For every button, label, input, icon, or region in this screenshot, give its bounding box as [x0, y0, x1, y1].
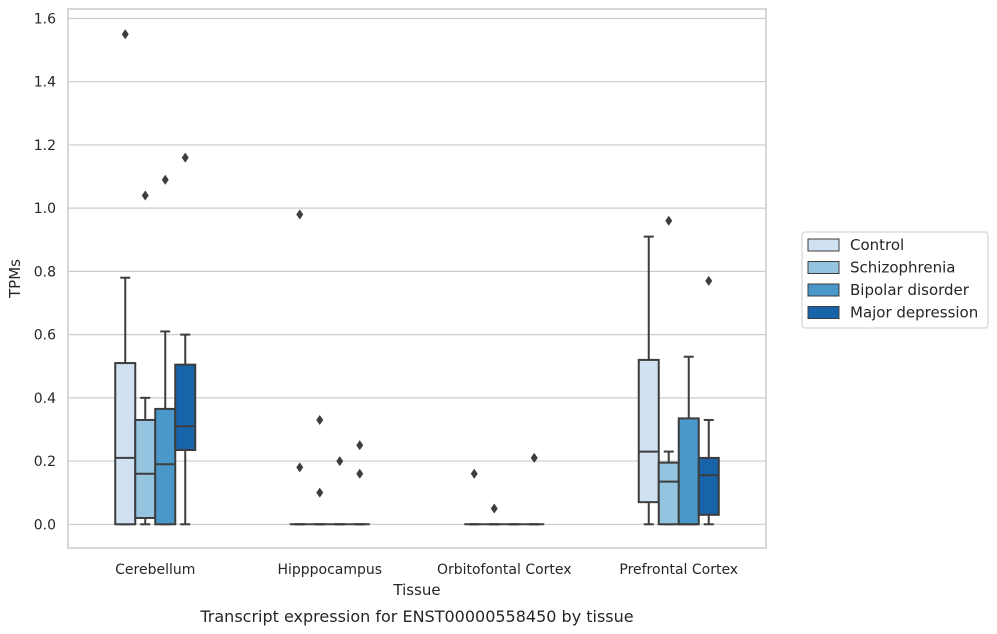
legend: Control Schizophrenia Bipolar disorder Majo…: [801, 231, 989, 329]
box-major-depression: [524, 452, 545, 526]
legend-swatch: [807, 283, 840, 297]
y-axis-ticks: 0.0 0.2 0.4 0.6 0.8 1.0 1.2 1.4 1.6: [34, 11, 56, 533]
y-tick-label: 1.2: [34, 138, 56, 154]
legend-label: Schizophrenia: [850, 259, 955, 277]
outlier-point: [470, 468, 478, 479]
outlier-point: [316, 414, 324, 425]
outlier-point: [316, 487, 324, 498]
outlier-point: [356, 440, 364, 451]
outlier-point: [141, 190, 149, 201]
legend-label: Major depression: [850, 304, 978, 322]
legend-swatch: [807, 261, 840, 274]
box-plots: [114, 29, 720, 526]
y-tick-label: 0.4: [34, 391, 56, 407]
outlier-point: [296, 209, 304, 220]
box-control: [114, 29, 137, 526]
outlier-point: [705, 275, 713, 286]
box-schizophrenia: [657, 215, 680, 526]
x-tick-label: Prefrontal Cortex: [619, 562, 738, 578]
box-control: [637, 235, 660, 526]
box-control: [289, 209, 310, 526]
box-body: [154, 407, 177, 526]
box-control: [464, 468, 485, 526]
x-tick-label: Cerebellum: [115, 562, 195, 578]
y-tick-label: 0.8: [34, 264, 56, 280]
legend-label: Bipolar disorder: [850, 281, 970, 299]
legend-frame: [801, 231, 989, 329]
x-tick-label: Orbitofontal Cortex: [437, 562, 572, 578]
y-tick-label: 0.2: [34, 454, 56, 470]
y-axis-title: TPMs: [6, 259, 24, 299]
box-schizophrenia: [309, 414, 330, 526]
box-body: [174, 363, 197, 452]
outlier-point: [665, 215, 673, 226]
outlier-point: [121, 29, 129, 40]
y-tick-label: 0.6: [34, 328, 56, 344]
outlier-point: [181, 152, 189, 163]
box-major-depression: [174, 152, 197, 526]
box-body: [657, 461, 680, 526]
outlier-point: [161, 174, 169, 185]
box-major-depression: [697, 275, 720, 526]
legend-swatch: [807, 306, 840, 319]
legend-label: Control: [850, 236, 904, 254]
x-tick-label: Hipppocampus: [277, 562, 382, 578]
outlier-point: [336, 456, 344, 467]
plot-area: [67, 8, 767, 549]
box-bipolar-disorder: [154, 174, 177, 526]
box-schizophrenia: [484, 503, 505, 526]
box-body: [637, 358, 660, 504]
x-axis-ticks: Cerebellum Hipppocampus Orbitofontal Corte…: [115, 562, 738, 578]
box-bipolar-disorder: [329, 456, 350, 526]
outlier-point: [530, 452, 538, 463]
outlier-point: [490, 503, 498, 514]
outlier-point: [356, 468, 364, 479]
box-body: [114, 362, 137, 526]
x-axis-title: Tissue: [392, 581, 440, 599]
box-body: [677, 417, 700, 526]
box-body: [697, 456, 720, 516]
box-major-depression: [349, 440, 370, 526]
y-tick-label: 0.0: [34, 517, 56, 533]
box-schizophrenia: [134, 190, 157, 526]
chart-caption: Transcript expression for ENST0000055845…: [199, 607, 633, 626]
legend-swatch: [807, 238, 840, 252]
y-tick-label: 1.6: [34, 11, 56, 27]
y-tick-label: 1.0: [34, 201, 56, 217]
plot-frame: [67, 8, 767, 549]
box-bipolar-disorder: [677, 355, 700, 526]
y-tick-label: 1.4: [34, 75, 56, 91]
box-body: [134, 418, 157, 519]
outlier-point: [296, 462, 304, 473]
